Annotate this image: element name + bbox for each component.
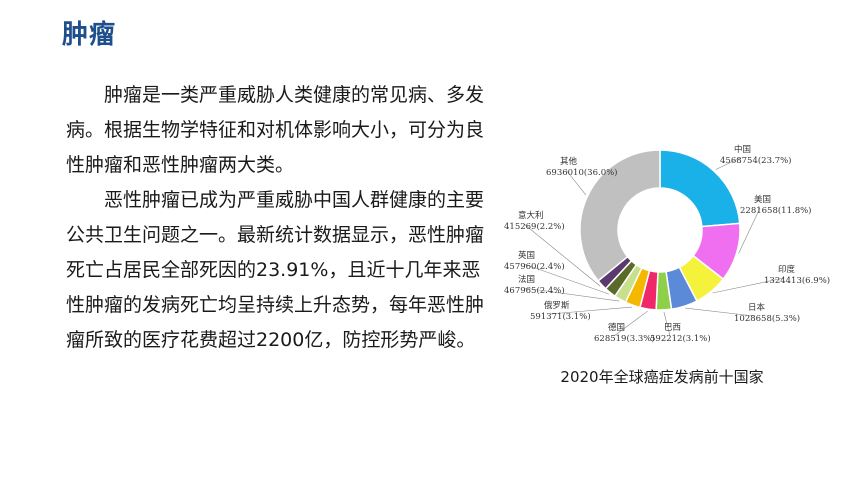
- slice-label-name-6: 俄罗斯: [544, 300, 570, 311]
- slice-label-name-3: 日本: [748, 302, 766, 313]
- slice-label-value-0: 4568754(23.7%): [720, 155, 792, 166]
- slice-label-value-8: 457960(2.4%): [504, 261, 565, 272]
- leader-line-10: [565, 169, 587, 196]
- slice-label-name-8: 英国: [518, 250, 535, 261]
- slide-title: 肿瘤: [62, 20, 117, 50]
- slice-label-value-5: 628519(3.3%): [594, 333, 655, 344]
- slice-label-name-10: 其他: [560, 156, 578, 167]
- leader-line-3: [685, 307, 755, 317]
- leader-line-5: [613, 310, 648, 337]
- leader-line-6: [549, 306, 632, 315]
- slice-label-value-6: 591371(3.1%): [530, 311, 591, 322]
- paragraph-intro: 肿瘤是一类严重威胁人类健康的常见病、多发病。根据生物学特征和对机体影响大小，可分…: [66, 84, 485, 176]
- chart-title: 2020年全球癌症发病前十国家: [560, 368, 764, 386]
- slice-label-value-3: 1028658(5.3%): [734, 313, 800, 324]
- slice-label-name-9: 意大利: [518, 210, 544, 221]
- slice-label-value-1: 2281658(11.8%): [740, 205, 812, 216]
- body-text: 肿瘤是一类严重威胁人类健康的常见病、多发病。根据生物学特征和对机体影响大小，可分…: [66, 78, 498, 358]
- leader-line-1: [738, 207, 761, 254]
- slice-label-value-2: 1324413(6.9%): [764, 275, 830, 286]
- leader-line-7: [523, 287, 620, 302]
- slice-label-name-4: 巴西: [664, 323, 681, 333]
- leader-line-0: [715, 157, 741, 170]
- slice-label-name-0: 中国: [734, 144, 751, 155]
- leader-line-4: [663, 311, 671, 337]
- leader-line-9: [523, 223, 601, 287]
- slice-label-name-2: 印度: [778, 264, 796, 275]
- donut-slice-10: [579, 149, 661, 282]
- donut-chart: 中国 4568754(23.7%) 美国 2281658(11.8%) 印度 132441…: [500, 130, 840, 358]
- slice-label-value-7: 467965(2.4%): [504, 285, 565, 296]
- leader-line-8: [523, 263, 609, 295]
- slice-label-name-5: 德国: [608, 322, 625, 333]
- slice-label-value-10: 6936010(36.0%): [546, 167, 618, 178]
- slice-label-value-4: 592212(3.1%): [650, 333, 711, 344]
- slice-label-value-9: 415269(2.2%): [504, 221, 565, 232]
- leader-line-2: [712, 277, 785, 294]
- paragraph-statistics: 恶性肿瘤已成为严重威胁中国人群健康的主要公共卫生问题之一。最新统计数据显示，恶性…: [66, 189, 485, 351]
- slice-label-name-1: 美国: [754, 194, 771, 205]
- slice-label-name-7: 法国: [518, 274, 535, 285]
